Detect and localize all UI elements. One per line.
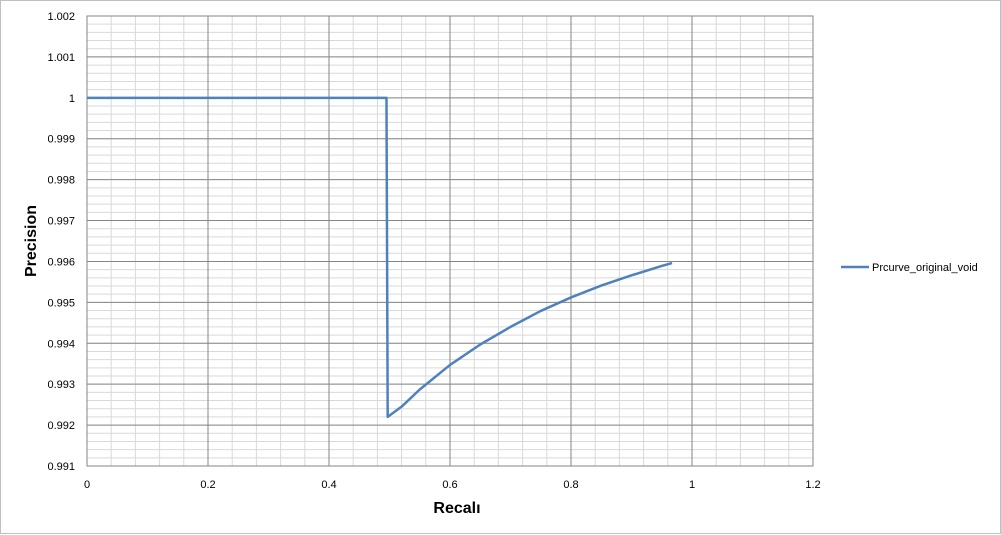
y-tick-label: 0.991 (47, 461, 75, 473)
y-tick-label: 0.993 (47, 379, 75, 391)
x-tick-label: 1.2 (805, 479, 820, 491)
plot-area-border (86, 15, 814, 467)
x-tick-label: 0.6 (442, 479, 457, 491)
y-tick-label: 1 (69, 93, 75, 105)
x-tick-label: 0.2 (200, 479, 215, 491)
x-tick-label: 0.4 (321, 479, 336, 491)
x-tick-label: 1 (689, 479, 695, 491)
y-axis-title: Precision (23, 205, 40, 277)
x-axis-tick-labels: 0 0.2 0.4 0.6 0.8 1 1.2 (84, 479, 821, 491)
major-gridlines (86, 15, 814, 467)
y-tick-label: 0.994 (47, 338, 75, 350)
y-tick-label: 0.996 (47, 256, 75, 268)
y-tick-label: 1.001 (47, 52, 75, 64)
y-tick-label: 1.002 (47, 11, 75, 23)
legend-label-prcurve-original-void: Prcurve_original_void (872, 262, 978, 274)
y-axis-tick-labels: 0.991 0.992 0.993 0.994 0.995 0.996 0.997 0.998… (47, 11, 75, 473)
y-tick-label: 0.998 (47, 175, 75, 187)
x-axis-title: Recalı (433, 500, 480, 517)
y-tick-label: 0.992 (47, 420, 75, 432)
series-layer (87, 96, 673, 419)
plot-area-rect (86, 15, 814, 467)
series-line-prcurve-original-void (87, 96, 673, 419)
legend: Prcurve_original_void (841, 262, 978, 274)
x-tick-label: 0 (84, 479, 90, 491)
y-tick-label: 0.999 (47, 134, 75, 146)
y-tick-label: 0.995 (47, 297, 75, 309)
x-tick-label: 0.8 (563, 479, 578, 491)
y-tick-label: 0.997 (47, 216, 75, 228)
